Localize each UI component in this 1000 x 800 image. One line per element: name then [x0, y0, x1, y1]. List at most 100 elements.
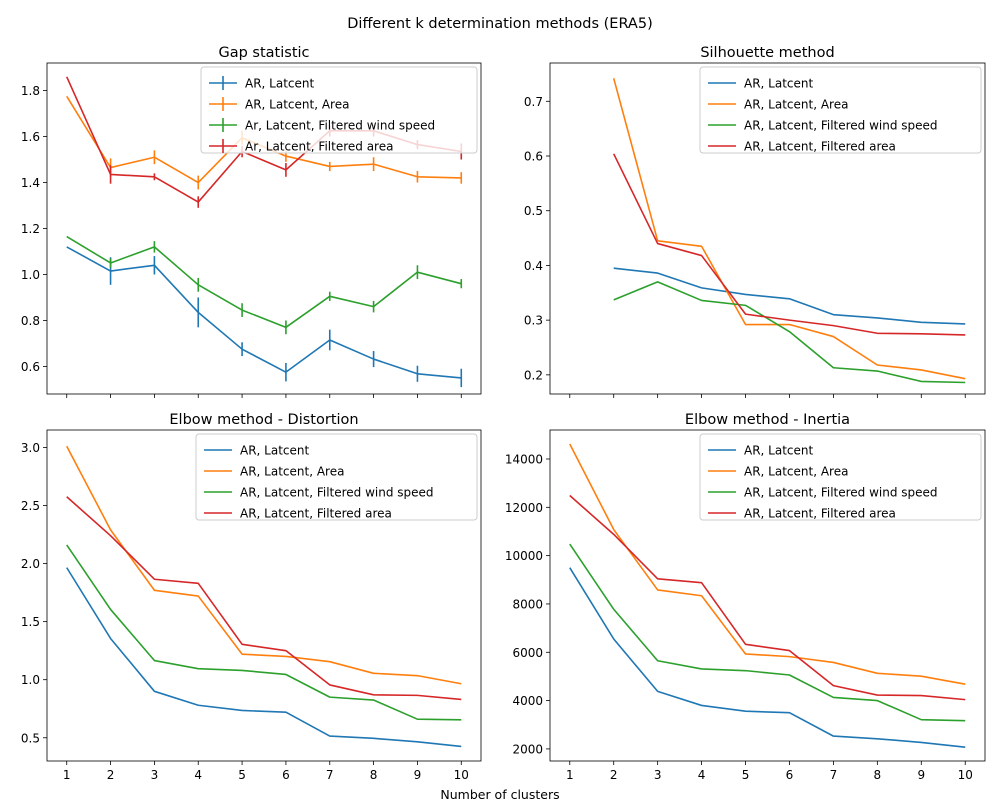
- legend-entry: AR, Latcent, Area: [245, 98, 349, 112]
- x-tick-label: 10: [454, 768, 469, 782]
- legend: AR, Latcent AR, Latcent, Area Ar, Latcent,…: [200, 66, 478, 154]
- legend-frame: [195, 433, 478, 521]
- y-tick-label: 0.2: [524, 368, 543, 382]
- legend: AR, Latcent AR, Latcent, Area AR, Latcent,…: [699, 66, 982, 154]
- y-tick-label: 0.6: [524, 150, 543, 164]
- legend-frame: [699, 66, 982, 154]
- x-tick-label: 2: [107, 768, 115, 782]
- x-tick-label: 6: [282, 768, 290, 782]
- y-tick-label: 1.5: [21, 615, 40, 629]
- figure-suptitle: Different k determination methods (ERA5): [347, 16, 652, 32]
- x-tick-label: 4: [194, 768, 202, 782]
- legend-entry: AR, Latcent, Filtered wind speed: [744, 119, 938, 133]
- y-tick-label: 12000: [505, 501, 543, 515]
- subplots-grid: Gap statistic 0.6 0.8 1.0 1.2 1.4 1.6 1.8 AR, La…: [21, 45, 986, 782]
- y-tick-label: 2000: [512, 742, 543, 756]
- series-group: [569, 443, 966, 749]
- y-tick-label: 1.0: [21, 268, 40, 282]
- series-line-1: [66, 567, 462, 748]
- x-tick-label: 10: [958, 768, 973, 782]
- x-tick-label: 2: [610, 768, 618, 782]
- subplot-1: Gap statistic 0.6 0.8 1.0 1.2 1.4 1.6 1.8 AR, La…: [21, 45, 482, 398]
- x-tick-label: 1: [566, 768, 574, 782]
- series-line-3: [613, 281, 966, 384]
- axes-frame: [46, 429, 482, 762]
- series-group: [66, 445, 462, 748]
- x-tick-label: 4: [698, 768, 706, 782]
- x-tick-label: 8: [370, 768, 378, 782]
- series-line-1: [66, 246, 462, 379]
- series-line-3: [66, 235, 462, 329]
- y-tick-label: 6000: [512, 646, 543, 660]
- legend-entry: AR, Latcent, Filtered area: [744, 140, 896, 154]
- series-line-4: [569, 494, 966, 701]
- legend-entry: Ar, Latcent, Filtered area: [245, 140, 393, 154]
- legend-entry: AR, Latcent: [744, 77, 814, 91]
- y-tick-label: 14000: [505, 452, 543, 466]
- y-tick-label: 4000: [512, 694, 543, 708]
- legend-entry: Ar, Latcent, Filtered wind speed: [245, 119, 435, 133]
- y-tick-label: 8000: [512, 597, 543, 611]
- subplot-title: Gap statistic: [218, 45, 309, 61]
- figure-xlabel: Number of clusters: [440, 787, 559, 800]
- x-tick-label: 7: [830, 768, 838, 782]
- series-line-4: [66, 496, 462, 701]
- y-tick-label: 1.0: [21, 673, 40, 687]
- x-tick-label: 5: [742, 768, 750, 782]
- x-tick-label: 6: [786, 768, 794, 782]
- legend-entry: AR, Latcent, Filtered area: [240, 507, 392, 521]
- legend-entry: AR, Latcent, Area: [744, 98, 848, 112]
- x-tick-label: 1: [63, 768, 71, 782]
- y-tick-label: 0.8: [21, 314, 40, 328]
- y-tick-label: 1.6: [21, 130, 40, 144]
- legend-entry: AR, Latcent, Filtered wind speed: [240, 486, 434, 500]
- series-line-2: [612, 78, 966, 380]
- legend-entry: AR, Latcent, Area: [240, 465, 344, 479]
- legend-frame: [699, 433, 982, 521]
- y-tick-label: 0.5: [21, 731, 40, 745]
- legend: AR, Latcent AR, Latcent, Area AR, Latcent,…: [195, 433, 478, 521]
- legend-entry: AR, Latcent, Filtered wind speed: [744, 486, 938, 500]
- subplot-2: Silhouette method 0.2 0.3 0.4 0.5 0.6 0.7 AR, L…: [524, 45, 986, 398]
- y-tick-label: 0.6: [21, 360, 40, 374]
- legend: AR, Latcent AR, Latcent, Area AR, Latcent,…: [699, 433, 982, 521]
- y-tick-label: 0.5: [524, 204, 543, 218]
- legend-entry: AR, Latcent: [245, 77, 315, 91]
- series-group: [612, 78, 966, 384]
- series-line-3: [569, 543, 966, 722]
- axes-frame: [549, 429, 986, 762]
- series-line-2: [66, 445, 462, 685]
- y-tick-label: 0.7: [524, 95, 543, 109]
- y-tick-label: 2.0: [21, 557, 40, 571]
- series-line-4: [612, 153, 966, 336]
- x-tick-label: 3: [654, 768, 662, 782]
- x-tick-label: 5: [238, 768, 246, 782]
- y-tick-label: 1.4: [21, 176, 40, 190]
- x-tick-label: 7: [326, 768, 334, 782]
- subplot-4: Elbow method - Inertia 2000 4000 6000 8000 10…: [505, 412, 986, 782]
- x-tick-label: 9: [414, 768, 422, 782]
- subplot-title: Elbow method - Inertia: [685, 412, 850, 428]
- y-tick-label: 3.0: [21, 441, 40, 455]
- legend-entry: AR, Latcent, Filtered area: [744, 507, 896, 521]
- legend-entry: AR, Latcent: [744, 444, 814, 458]
- subplot-title: Elbow method - Distortion: [169, 412, 358, 428]
- series-line-1: [569, 567, 966, 749]
- legend-entry: AR, Latcent, Area: [744, 465, 848, 479]
- y-tick-label: 0.3: [524, 314, 543, 328]
- subplot-3: Elbow method - Distortion 0.5 1.0 1.5 2.0 2.5…: [21, 412, 482, 782]
- x-tick-label: 3: [151, 768, 159, 782]
- y-tick-label: 10000: [505, 549, 543, 563]
- axes-frame: [46, 62, 482, 395]
- x-tick-label: 9: [917, 768, 925, 782]
- y-tick-label: 2.5: [21, 499, 40, 513]
- legend-entry: AR, Latcent: [240, 444, 310, 458]
- axes-frame: [549, 62, 986, 395]
- series-line-3: [66, 544, 462, 721]
- y-tick-label: 0.4: [524, 259, 543, 273]
- subplot-title: Silhouette method: [700, 45, 834, 61]
- series-line-1: [613, 267, 966, 325]
- y-tick-label: 1.2: [21, 222, 40, 236]
- legend-frame: [200, 66, 478, 154]
